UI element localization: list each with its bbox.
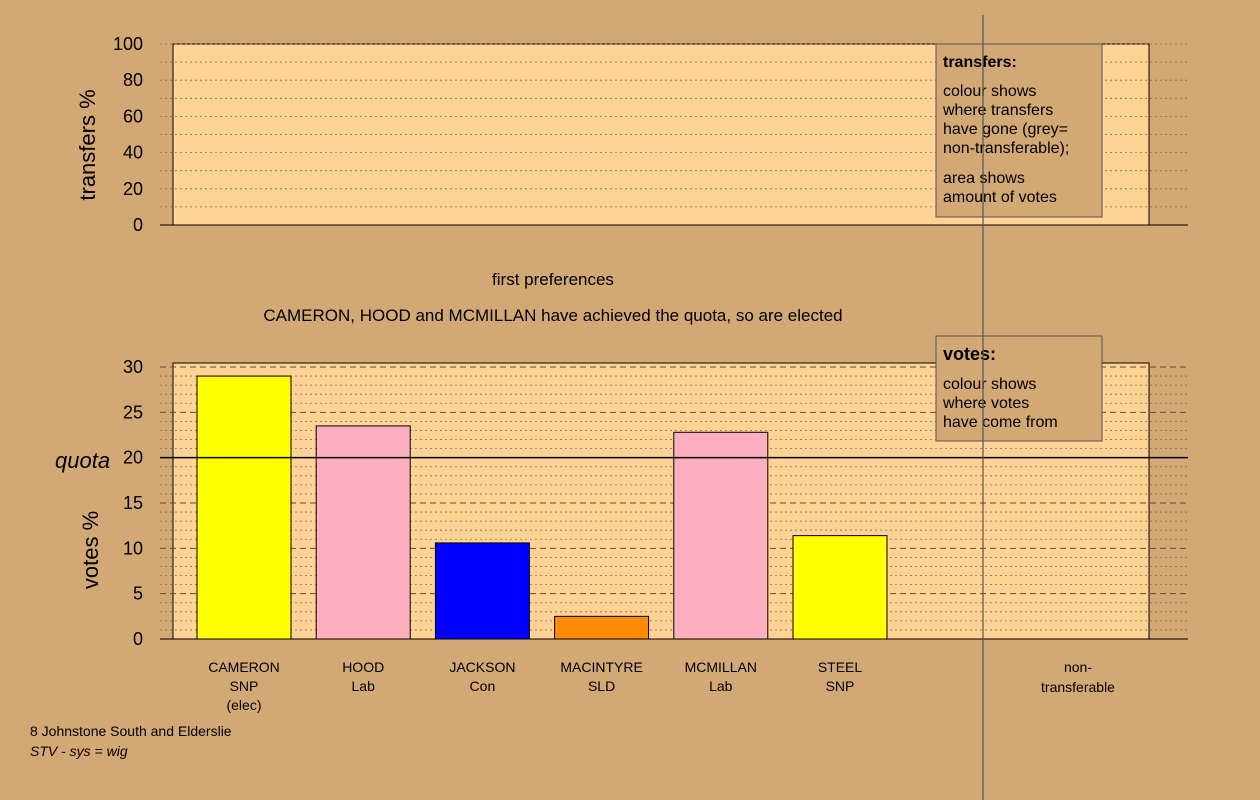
candidate-label: SLD [588, 678, 615, 694]
candidate-label: STEEL [818, 659, 863, 675]
transfers-legend-line: colour shows [943, 83, 1036, 100]
candidate-label: (elec) [226, 697, 261, 713]
candidate-label: Lab [709, 678, 733, 694]
quota-label: quota [55, 448, 110, 473]
bar-hood [315, 425, 411, 640]
y-tick-label: 30 [123, 357, 143, 377]
votes-legend-box [935, 335, 1103, 442]
y-tick-label: 25 [123, 402, 143, 422]
votes-legend-line: colour shows [943, 376, 1036, 393]
bar-jackson [434, 542, 530, 640]
transfers-y-axis-title: transfers % [75, 89, 100, 200]
candidate-label: CAMERON [208, 659, 280, 675]
votes-legend-line: where votes [942, 395, 1029, 412]
candidate-label: SNP [230, 678, 259, 694]
candidate-label: HOOD [342, 659, 384, 675]
chart-subtitle: CAMERON, HOOD and MCMILLAN have achieved… [263, 306, 842, 325]
votes-panel: 0 5 10 15 20 25 30 quota votes % CAMERON SNP (el… [55, 335, 1188, 713]
transfers-legend-line: non-transferable); [943, 140, 1069, 157]
votes-legend-title: votes: [943, 344, 996, 364]
transfers-y-ticks: 0 20 40 60 80 100 [113, 34, 143, 235]
y-tick-label: 10 [123, 538, 143, 558]
transfers-legend-title: transfers: [943, 54, 1017, 71]
nontransferable-label: non- [1064, 659, 1092, 675]
candidate-label: SNP [826, 678, 855, 694]
votes-legend: votes: colour shows where votes have com… [935, 335, 1103, 442]
transfers-legend-line: amount of votes [943, 189, 1057, 206]
votes-bars [196, 375, 888, 640]
candidate-labels: CAMERON SNP (elec) HOOD Lab JACKSON Con MACINTY… [208, 659, 862, 713]
candidate-label: Con [470, 678, 496, 694]
votes-y-axis-title: votes % [78, 511, 103, 589]
bar-mcmillan [673, 431, 769, 640]
system-note: STV - sys = wig [30, 743, 128, 759]
ward-name: 8 Johnstone South and Elderslie [30, 723, 232, 739]
transfers-legend: transfers: colour shows where transfers … [935, 43, 1103, 218]
y-tick-label: 100 [113, 34, 143, 54]
chart-title: first preferences [492, 270, 614, 289]
bar-cameron [196, 375, 292, 640]
votes-y-ticks: 0 5 10 15 20 25 30 [123, 357, 143, 649]
candidate-label: Lab [352, 678, 376, 694]
bar-steel [792, 535, 888, 640]
transfers-legend-line: where transfers [942, 102, 1053, 119]
candidate-label: MCMILLAN [685, 659, 757, 675]
bar-macintyre [554, 615, 650, 640]
nontransferable-label: transferable [1041, 679, 1115, 695]
transfers-legend-line: area shows [943, 170, 1025, 187]
candidate-label: JACKSON [449, 659, 515, 675]
transfers-legend-box [935, 43, 1103, 218]
y-tick-label: 0 [133, 629, 143, 649]
candidate-label: MACINTYRE [560, 659, 642, 675]
transfers-legend-line: have gone (grey= [943, 121, 1068, 138]
y-tick-label: 80 [123, 70, 143, 90]
transfers-panel: 0 20 40 60 80 100 transfers % transfers: colo… [75, 34, 1188, 235]
y-tick-label: 20 [123, 179, 143, 199]
y-tick-label: 15 [123, 493, 143, 513]
y-tick-label: 5 [133, 584, 143, 604]
votes-legend-line: have come from [943, 414, 1058, 431]
y-tick-label: 20 [123, 448, 143, 468]
y-tick-label: 60 [123, 106, 143, 126]
y-tick-label: 40 [123, 143, 143, 163]
y-tick-label: 0 [133, 215, 143, 235]
